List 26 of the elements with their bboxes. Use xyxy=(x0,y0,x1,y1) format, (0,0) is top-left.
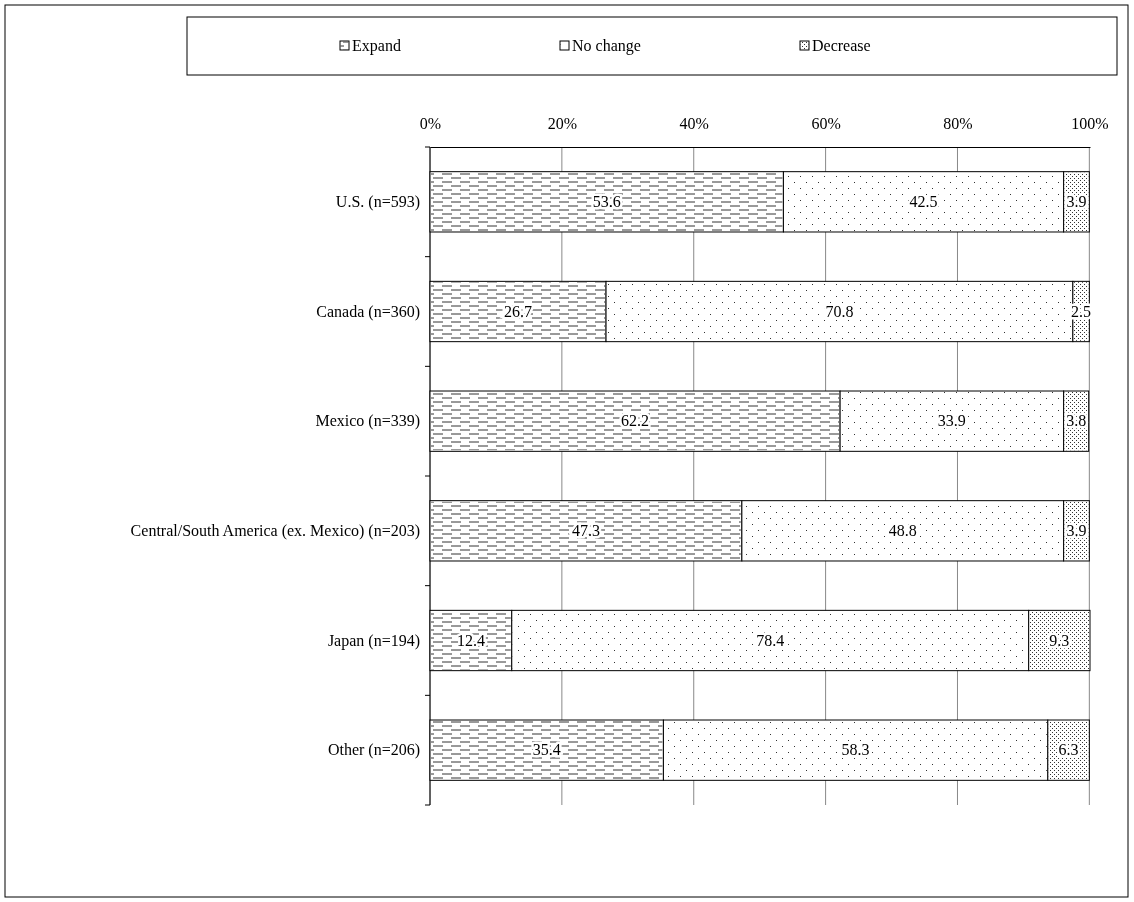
x-tick-label: 100% xyxy=(1071,115,1109,132)
legend-label: Expand xyxy=(352,37,401,55)
data-label: 47.3 xyxy=(571,521,600,539)
x-tick-label: 40% xyxy=(679,115,709,132)
data-label: 42.5 xyxy=(909,192,938,210)
data-label: 78.4 xyxy=(756,631,785,649)
x-tick-label: 80% xyxy=(943,115,973,132)
y-tick-label: Mexico (n=339) xyxy=(315,412,420,431)
x-tick-label: 0% xyxy=(419,115,442,132)
data-label: 48.8 xyxy=(888,521,917,539)
y-tick-label: U.S. (n=593) xyxy=(335,192,420,211)
x-tick-label: 20% xyxy=(547,115,578,132)
data-label: 58.3 xyxy=(841,741,870,759)
y-tick-label: Japan (n=194) xyxy=(327,631,420,650)
y-tick-label: Central/South America (ex. Mexico) (n=203) xyxy=(130,521,420,540)
data-label: 53.6 xyxy=(592,192,621,210)
data-label: 62.2 xyxy=(621,412,650,430)
data-label: 35.4 xyxy=(532,741,561,759)
data-label: 26.7 xyxy=(504,302,533,320)
data-label: 70.8 xyxy=(825,302,854,320)
legend-label: No change xyxy=(572,37,641,55)
x-tick-label: 60% xyxy=(811,115,841,132)
y-tick-label: Other (n=206) xyxy=(327,741,420,760)
y-tick-label: Canada (n=360) xyxy=(316,302,420,321)
legend-label: Decrease xyxy=(812,37,871,54)
data-label: 33.9 xyxy=(937,412,966,430)
